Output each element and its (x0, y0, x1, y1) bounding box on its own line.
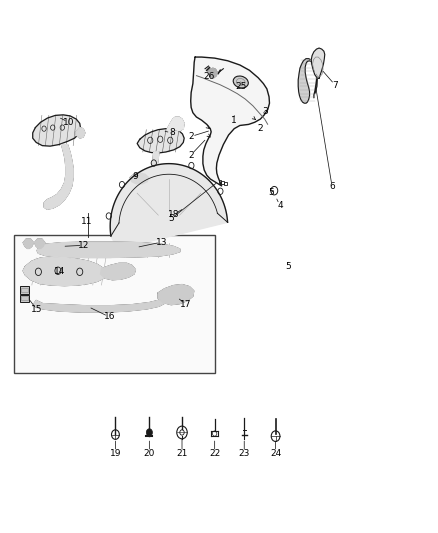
Polygon shape (76, 127, 85, 138)
Text: 16: 16 (103, 312, 115, 321)
Polygon shape (110, 164, 228, 249)
Bar (20, 295, 29, 302)
Text: 11: 11 (81, 217, 92, 226)
Ellipse shape (233, 76, 248, 88)
Text: 20: 20 (144, 449, 155, 458)
Text: 22: 22 (209, 449, 220, 458)
Polygon shape (133, 152, 159, 209)
Polygon shape (158, 285, 194, 305)
Text: 2: 2 (258, 124, 263, 133)
Text: 23: 23 (239, 449, 250, 458)
Bar (21, 296, 28, 301)
Text: 5: 5 (286, 262, 292, 271)
Polygon shape (23, 257, 106, 286)
Text: 3: 3 (262, 107, 268, 116)
Text: 14: 14 (53, 268, 65, 276)
Text: 4: 4 (277, 201, 283, 210)
Bar (20, 286, 29, 294)
Bar (14, 235, 215, 373)
Text: 21: 21 (177, 449, 188, 458)
Text: 7: 7 (332, 80, 338, 90)
Polygon shape (101, 263, 135, 280)
Polygon shape (130, 173, 148, 184)
Text: 9: 9 (133, 172, 138, 181)
Polygon shape (208, 68, 217, 78)
Polygon shape (311, 48, 325, 78)
Polygon shape (44, 144, 73, 209)
Bar (224, 182, 227, 185)
Text: 1: 1 (231, 116, 237, 125)
Text: 5: 5 (268, 188, 274, 197)
Text: 24: 24 (270, 449, 281, 458)
Bar (21, 288, 28, 292)
Text: 18: 18 (168, 210, 180, 219)
Polygon shape (298, 59, 318, 103)
Text: 13: 13 (156, 238, 167, 247)
Text: 5: 5 (168, 214, 174, 223)
Polygon shape (35, 239, 45, 248)
Text: 2: 2 (188, 151, 194, 160)
Text: 26: 26 (204, 72, 215, 81)
Circle shape (146, 429, 152, 436)
Text: 8: 8 (169, 128, 175, 138)
Text: 19: 19 (110, 449, 121, 458)
Text: 25: 25 (235, 82, 247, 91)
Polygon shape (191, 57, 269, 186)
Text: 2: 2 (188, 132, 194, 141)
Text: 6: 6 (329, 182, 335, 191)
Text: 10: 10 (63, 118, 74, 127)
Text: 17: 17 (180, 300, 192, 309)
Polygon shape (34, 297, 166, 312)
Text: 12: 12 (78, 241, 90, 250)
Polygon shape (37, 242, 180, 257)
Polygon shape (33, 115, 81, 146)
Polygon shape (167, 117, 184, 131)
Bar (221, 181, 224, 184)
Text: 15: 15 (32, 305, 43, 314)
Polygon shape (137, 128, 184, 153)
Bar (219, 180, 221, 183)
Polygon shape (23, 239, 34, 248)
